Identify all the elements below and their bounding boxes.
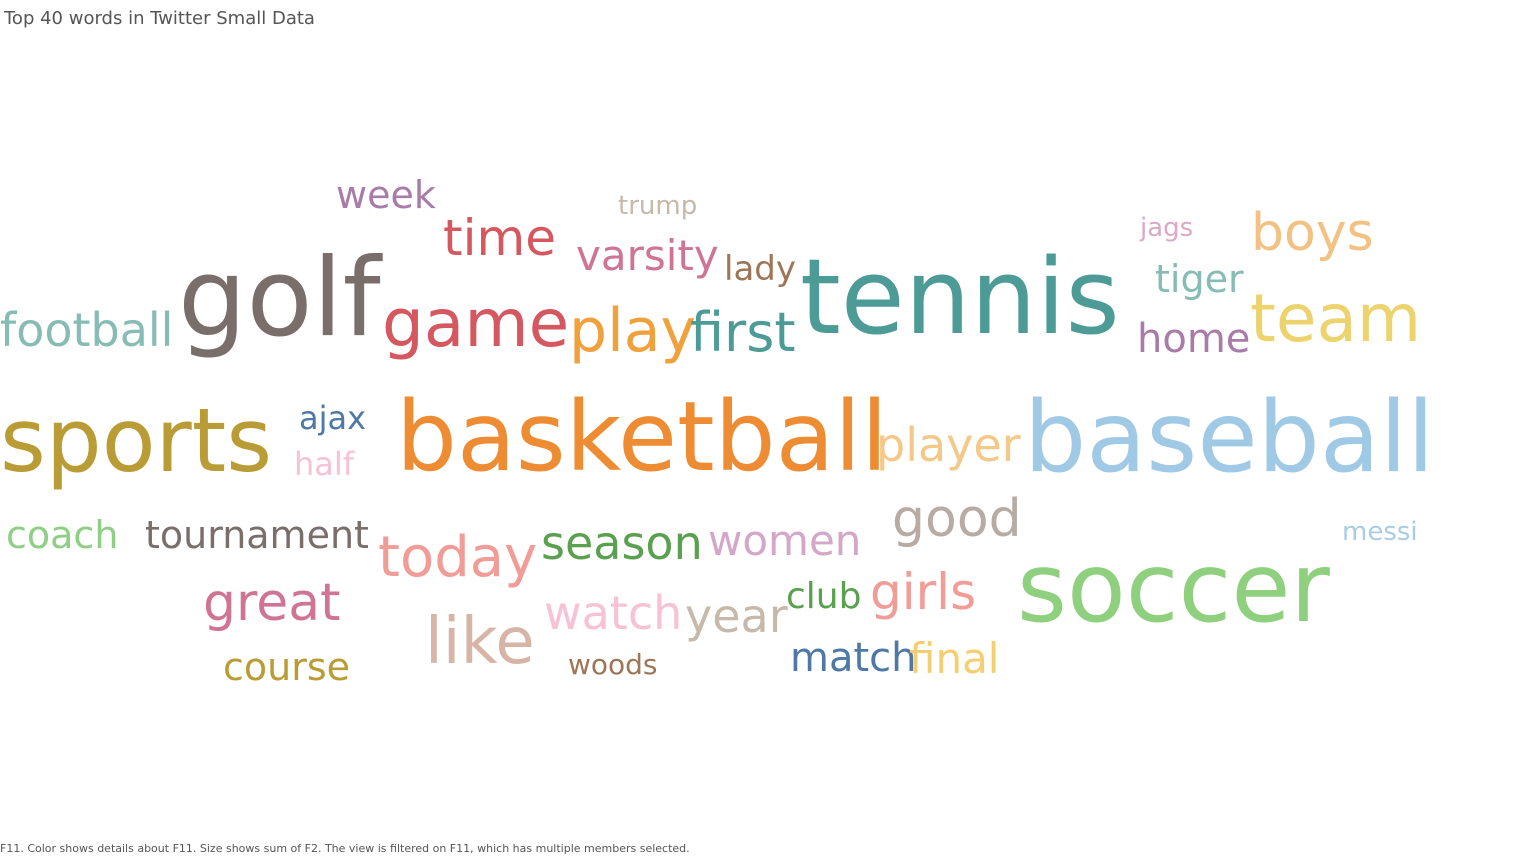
word-soccer: soccer	[1017, 532, 1330, 644]
page-title: Top 40 words in Twitter Small Data	[4, 8, 315, 29]
word-good: good	[892, 489, 1022, 549]
word-great: great	[203, 573, 341, 633]
word-basketball: basketball	[396, 381, 888, 493]
word-tournament: tournament	[145, 513, 369, 557]
word-trump: trump	[618, 191, 698, 221]
word-club: club	[786, 576, 862, 617]
word-football: football	[0, 303, 174, 357]
word-like: like	[425, 605, 535, 679]
word-play: play	[569, 296, 697, 366]
word-messi: messi	[1342, 517, 1418, 547]
word-watch: watch	[544, 586, 683, 640]
word-baseball: baseball	[1024, 381, 1435, 495]
word-final: final	[909, 634, 1000, 683]
word-coach: coach	[6, 513, 119, 557]
word-game: game	[382, 285, 570, 362]
word-boys: boys	[1251, 203, 1374, 263]
word-golf: golf	[178, 236, 381, 361]
word-tiger: tiger	[1155, 257, 1244, 301]
word-today: today	[378, 525, 538, 590]
word-ajax: ajax	[299, 399, 367, 437]
word-home: home	[1137, 316, 1251, 362]
word-jags: jags	[1140, 213, 1194, 243]
word-half: half	[294, 445, 355, 483]
word-time: time	[443, 209, 556, 267]
word-player: player	[876, 418, 1021, 472]
word-woods: woods	[568, 648, 658, 681]
word-tennis: tennis	[800, 236, 1120, 358]
word-lady: lady	[724, 249, 796, 289]
word-season: season	[541, 516, 703, 570]
word-first: first	[690, 301, 796, 364]
word-course: course	[223, 645, 351, 689]
word-team: team	[1250, 280, 1422, 357]
footer-caption: F11. Color shows details about F11. Size…	[0, 842, 690, 855]
word-year: year	[685, 589, 788, 643]
word-women: women	[708, 516, 862, 565]
word-match: match	[790, 635, 917, 681]
word-varsity: varsity	[576, 231, 719, 280]
word-girls: girls	[870, 563, 977, 621]
word-sports: sports	[0, 389, 273, 492]
word-week: week	[336, 173, 436, 217]
